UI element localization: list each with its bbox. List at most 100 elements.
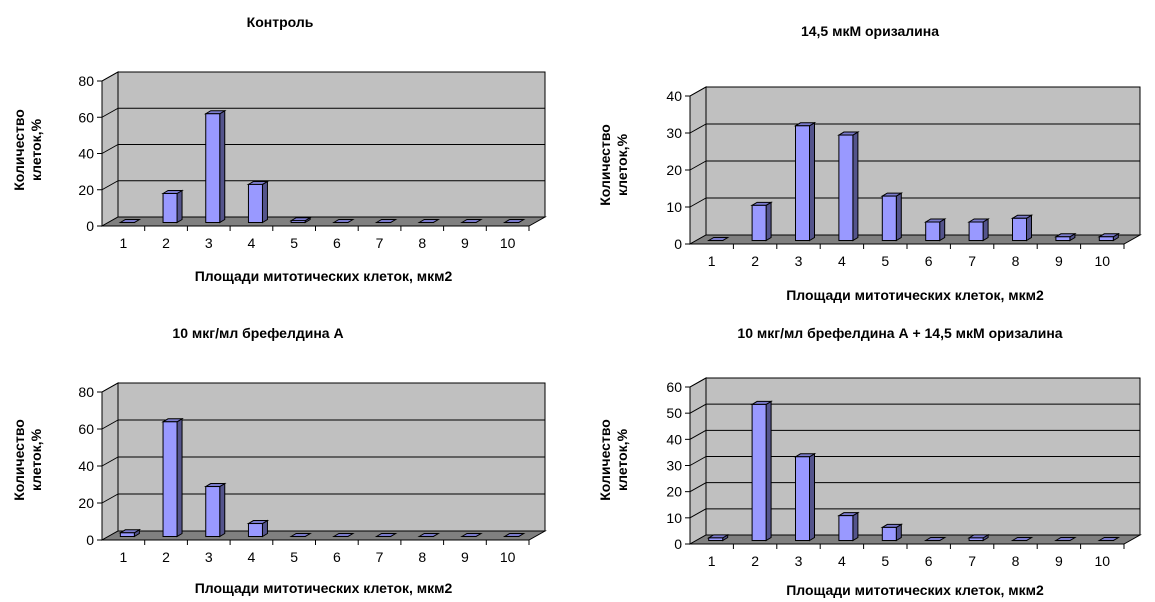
bar-5 (289, 216, 312, 224)
x-tick-label: 2 (751, 253, 759, 269)
bar-7 (967, 534, 990, 542)
bar-front (708, 537, 724, 542)
y-tick-label: 30 (666, 125, 682, 141)
y-tick-label: 20 (666, 162, 682, 178)
y-axis-label-line: Количество (597, 124, 613, 206)
x-tick-label: 5 (881, 553, 889, 569)
y-axis-label: Количествоклеток,% (597, 419, 630, 501)
x-tick-label: 4 (838, 553, 846, 569)
bar-3 (793, 121, 817, 242)
bar-5 (880, 523, 904, 542)
gridline-side (101, 107, 119, 118)
x-tick-label: 4 (838, 253, 846, 269)
bar-front (162, 421, 178, 537)
bar-9 (460, 219, 483, 224)
bar-front (838, 134, 854, 241)
bar-2 (750, 400, 773, 542)
bar-2 (750, 201, 773, 242)
bar-front (751, 204, 767, 242)
bar-front (290, 220, 306, 223)
gridline-side (689, 482, 707, 493)
bar-6 (923, 218, 947, 242)
x-tick-label: 5 (881, 253, 889, 269)
bar-7 (374, 219, 398, 224)
y-tick-label: 20 (78, 495, 94, 511)
y-tick-label: 80 (78, 73, 94, 89)
gridline-side (689, 123, 707, 134)
bar-10 (1097, 232, 1121, 242)
y-tick-label: 40 (666, 431, 682, 447)
bar-side (176, 417, 183, 538)
y-tick-label: 40 (666, 88, 682, 104)
x-tick-label: 2 (751, 553, 759, 569)
bar-5 (289, 533, 312, 538)
y-tick-label: 0 (674, 236, 682, 252)
y-axis-label-line: Количество (11, 419, 27, 501)
gridline-side (101, 493, 119, 504)
bar-1 (118, 528, 142, 538)
gridline-side (689, 508, 707, 519)
bar-side (809, 452, 815, 542)
x-tick-label: 3 (205, 235, 213, 251)
gridline-side (101, 144, 119, 154)
y-axis-label: Количествоклеток,% (11, 109, 44, 191)
y-tick-label: 60 (666, 379, 682, 395)
y-axis-label-line: Количество (11, 109, 27, 191)
bar-1 (706, 534, 730, 542)
x-tick-label: 3 (795, 253, 803, 269)
x-tick-label: 10 (1095, 253, 1111, 269)
bar-8 (1010, 214, 1034, 242)
bar-7 (967, 218, 990, 242)
bar-front (247, 523, 263, 537)
bar-front (1055, 236, 1071, 242)
bar-9 (1054, 232, 1077, 242)
x-tick-label: 3 (205, 549, 213, 565)
chart-title: 14,5 мкМ оризалина (801, 23, 939, 39)
bar-2 (161, 417, 184, 538)
x-tick-label: 7 (376, 549, 384, 565)
y-axis-label: Количествоклеток,% (597, 124, 630, 206)
y-axis-label-line: клеток,% (614, 133, 630, 196)
y-tick-label: 10 (666, 199, 682, 215)
y-tick-label: 60 (78, 109, 94, 125)
bar-10 (502, 219, 526, 224)
bar-6 (332, 533, 355, 538)
gridline-side (689, 197, 707, 208)
x-tick-label: 1 (119, 235, 127, 251)
y-axis-label: Количествоклеток,% (11, 419, 44, 501)
y-tick-label: 40 (78, 146, 94, 162)
gridline-side (689, 377, 707, 388)
bar-front (247, 183, 263, 223)
bar-front (205, 113, 221, 223)
x-tick-label: 4 (248, 549, 256, 565)
bar-front (205, 486, 221, 537)
x-tick-label: 9 (461, 549, 469, 565)
y-tick-label: 0 (674, 536, 682, 552)
bar-front (968, 537, 984, 542)
chart-1: 0 20 40 60 80 1 2 3 4 5 6 7 8 9 10 Контроль Площади мито… (11, 14, 547, 284)
y-tick-label: 30 (666, 458, 682, 474)
x-tick-label: 1 (708, 553, 716, 569)
x-tick-label: 9 (1055, 253, 1063, 269)
bar-side (219, 482, 226, 538)
x-tick-label: 9 (461, 235, 469, 251)
x-axis-label: Площади митотических клеток, мкм2 (786, 582, 1044, 598)
x-axis-label: Площади митотических клеток, мкм2 (195, 268, 453, 284)
bar-front (795, 456, 810, 541)
x-tick-label: 7 (376, 235, 384, 251)
bar-side (895, 192, 902, 242)
bar-front (795, 125, 810, 241)
chart-2: 0 10 20 30 40 1 2 3 4 5 6 7 8 9 10 14,5 мкМ оризалина Пл… (597, 23, 1142, 303)
y-tick-label: 60 (78, 421, 94, 437)
x-tick-label: 6 (333, 235, 341, 251)
bar-front (968, 221, 984, 241)
x-tick-label: 9 (1055, 553, 1063, 569)
bar-side (219, 109, 226, 224)
x-axis-label: Площади митотических клеток, мкм2 (786, 287, 1044, 303)
gridline-side (101, 382, 119, 393)
bar-front (162, 193, 178, 223)
x-tick-label: 6 (333, 549, 341, 565)
x-axis-label: Площади митотических клеток, мкм2 (195, 580, 453, 596)
y-tick-label: 20 (666, 484, 682, 500)
